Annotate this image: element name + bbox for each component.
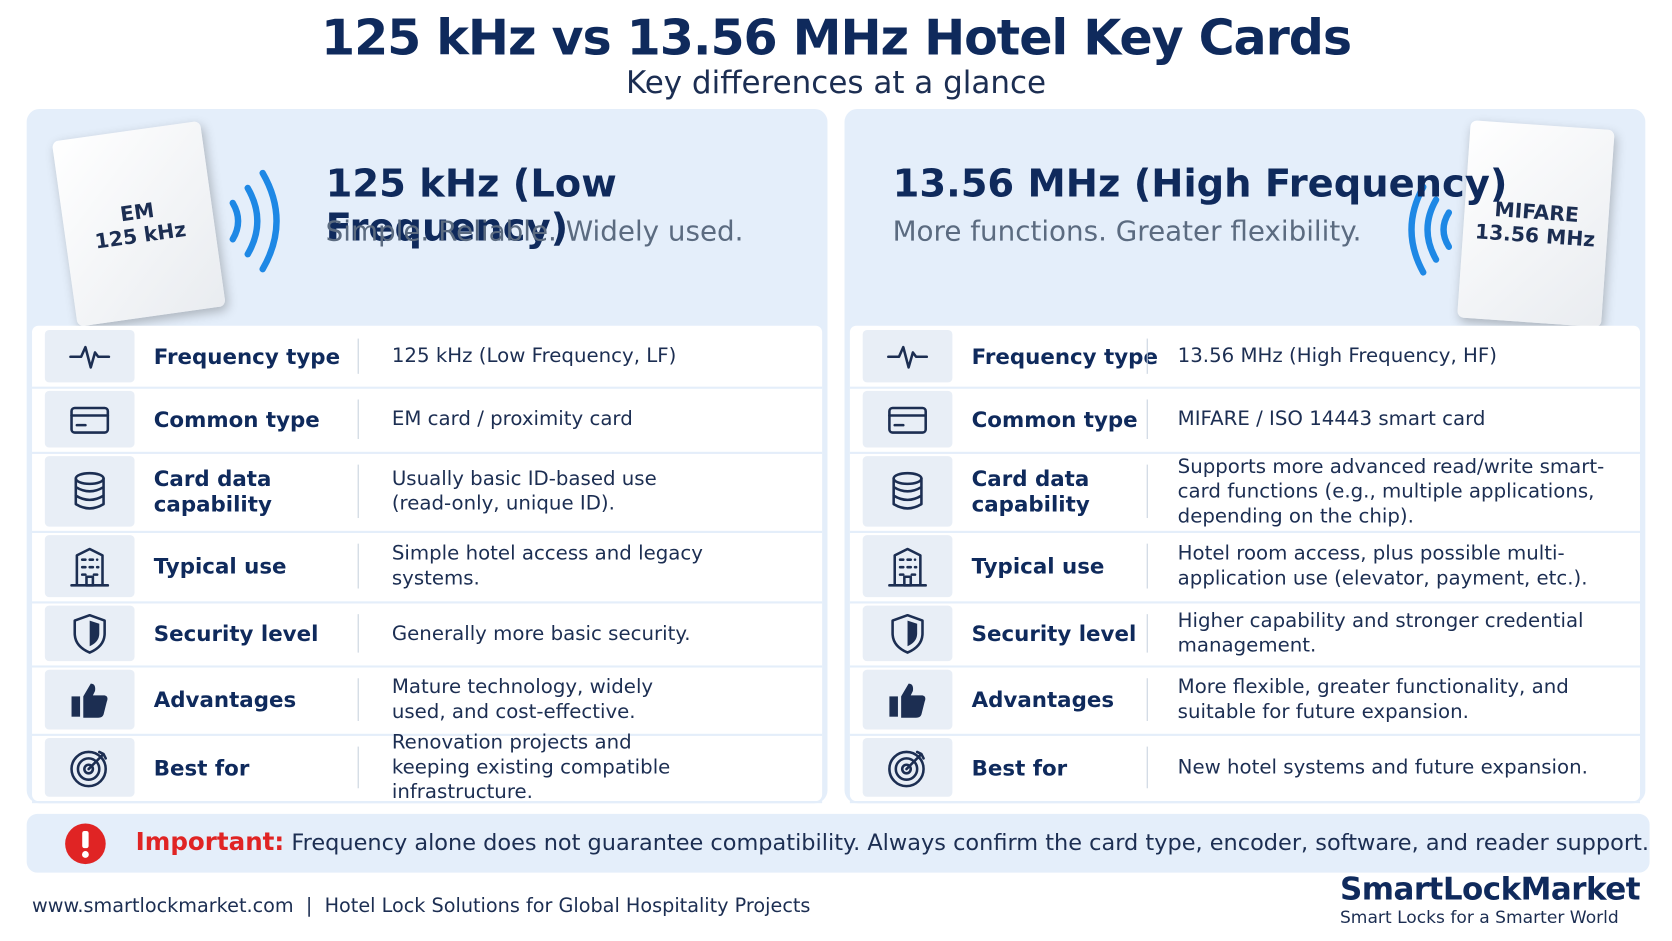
divider	[1146, 678, 1148, 721]
row-icon	[862, 669, 953, 730]
row: Security level Higher capability and stro…	[849, 601, 1640, 668]
divider	[357, 678, 359, 721]
rows: Frequency type 125 kHz (Low Frequency, LF…	[32, 325, 823, 804]
row: Frequency type 125 kHz (Low Frequency, LF…	[32, 326, 823, 389]
row: Card data capability Usually basic ID-bas…	[32, 452, 823, 533]
card-illustration: EM 125 kHz	[51, 120, 226, 327]
row-icon	[862, 456, 953, 527]
row: Security level Generally more basic secur…	[32, 601, 823, 668]
row-icon	[44, 390, 135, 448]
row-value: Generally more basic security.	[391, 622, 691, 645]
subtitle: Key differences at a glance	[625, 64, 1047, 101]
footer-separator: |	[305, 895, 313, 918]
divider	[1146, 543, 1148, 589]
row-value: Simple hotel access and legacy systems.	[391, 542, 703, 590]
important-bar: Important: Frequency alone does not guar…	[26, 813, 1650, 873]
row: Advantages Mature technology, widely used…	[32, 665, 823, 736]
row-label: Best for	[971, 754, 1068, 781]
row-icon	[862, 535, 953, 598]
card-label: 125 kHz	[93, 217, 188, 254]
divider	[357, 399, 359, 439]
row-value: Usually basic ID-based use (read-only, u…	[391, 467, 657, 515]
row: Common type MIFARE / ISO 14443 smart card	[849, 387, 1640, 454]
divider	[1146, 746, 1148, 789]
divider	[357, 338, 359, 374]
row-label: Best for	[153, 754, 250, 781]
row-icon	[44, 669, 135, 730]
divider	[357, 543, 359, 589]
divider	[357, 746, 359, 789]
row-icon	[44, 535, 135, 598]
row-value: More flexible, greater functionality, an…	[1177, 676, 1569, 724]
row-icon	[862, 605, 953, 662]
row-value: Mature technology, widely used, and cost…	[391, 676, 654, 724]
wave-icon	[1408, 183, 1453, 276]
row: Best for Renovation projects and keeping …	[32, 731, 823, 804]
row-icon	[862, 390, 953, 448]
row-icon	[44, 605, 135, 662]
row-value: 125 kHz (Low Frequency, LF)	[391, 344, 677, 368]
panel-tagline: Simple. Reliable. Widely used.	[325, 215, 744, 248]
divider	[1146, 614, 1148, 653]
alert-icon	[65, 823, 106, 865]
divider	[1146, 399, 1148, 439]
brand: SmartLockMarket Smart Locks for a Smarte…	[1339, 870, 1641, 928]
row-icon	[862, 738, 953, 797]
footer-tagline: Hotel Lock Solutions for Global Hospital…	[324, 895, 811, 918]
panel-title: 13.56 MHz (High Frequency)	[892, 162, 1508, 207]
row-label: Typical use	[153, 553, 287, 579]
row-value: EM card / proximity card	[391, 408, 633, 431]
row-value: Higher capability and stronger credentia…	[1177, 609, 1584, 657]
row-value: Hotel room access, plus possible multi-a…	[1177, 542, 1588, 590]
brand-tagline: Smart Locks for a Smarter World	[1339, 906, 1619, 928]
important-text: Frequency alone does not guarantee compa…	[291, 829, 1650, 856]
row-icon	[44, 456, 135, 527]
important-label: Important:	[135, 828, 285, 857]
row-icon	[862, 330, 953, 383]
important-note: Important: Frequency alone does not guar…	[136, 829, 1649, 857]
row-label: Advantages	[153, 686, 297, 713]
row: Typical use Simple hotel access and legac…	[32, 531, 823, 604]
divider	[1146, 464, 1148, 519]
row-label: Card data capability	[153, 465, 272, 517]
row: Card data capability Supports more advanc…	[849, 452, 1640, 533]
panel-lf: EM 125 kHz 125 kHz (Low Frequency) Simpl…	[26, 108, 828, 804]
row: Advantages More flexible, greater functio…	[849, 665, 1640, 736]
row-label: Typical use	[971, 553, 1105, 579]
row-icon	[44, 738, 135, 797]
title: 125 kHz vs 13.56 MHz Hotel Key Cards	[320, 8, 1352, 67]
row-label: Frequency type	[153, 343, 341, 370]
brand-name: SmartLockMarket	[1339, 870, 1641, 907]
footer: www.smartlockmarket.com | Hotel Lock Sol…	[32, 895, 810, 917]
card-illustration: MIFARE 13.56 MHz	[1457, 120, 1615, 328]
row-label: Common type	[153, 406, 320, 433]
row: Typical use Hotel room access, plus possi…	[849, 531, 1640, 604]
row-label: Frequency type	[971, 343, 1158, 370]
row-value: New hotel systems and future expansion.	[1177, 756, 1588, 779]
panel-hf: MIFARE 13.56 MHz 13.56 MHz (High Frequen…	[844, 108, 1646, 804]
panel-tagline: More functions. Greater flexibility.	[892, 215, 1362, 248]
row-value: 13.56 MHz (High Frequency, HF)	[1177, 344, 1497, 368]
divider	[357, 614, 359, 653]
divider	[357, 464, 359, 519]
row: Frequency type 13.56 MHz (High Frequency,…	[849, 326, 1640, 389]
panel-title: 125 kHz (Low Frequency)	[325, 162, 617, 250]
wave-icon	[229, 169, 280, 273]
divider	[1146, 338, 1148, 374]
row-label: Security level	[153, 620, 319, 647]
row-value: Renovation projects and keeping existing…	[391, 731, 671, 804]
row-label: Common type	[971, 406, 1138, 433]
rows: Frequency type 13.56 MHz (High Frequency,…	[849, 325, 1640, 804]
row-value: MIFARE / ISO 14443 smart card	[1177, 408, 1486, 431]
row-label: Security level	[971, 620, 1137, 647]
row-value: Supports more advanced read/write smart-…	[1177, 455, 1605, 528]
footer-url: www.smartlockmarket.com	[32, 895, 294, 918]
row: Common type EM card / proximity card	[32, 387, 823, 454]
row-label: Card data capability	[971, 465, 1090, 517]
row-icon	[44, 330, 135, 383]
row-label: Advantages	[971, 686, 1115, 713]
row: Best for New hotel systems and future exp…	[849, 734, 1640, 804]
